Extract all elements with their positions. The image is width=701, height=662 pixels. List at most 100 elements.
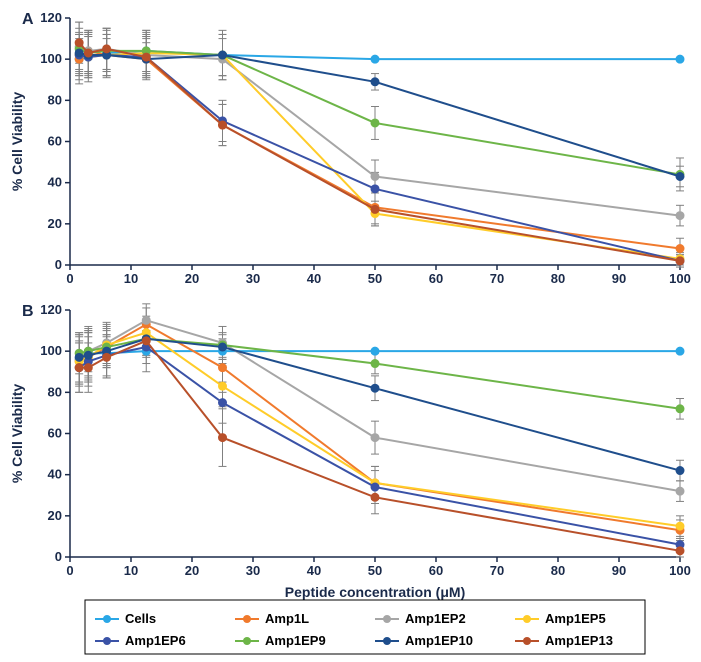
series-marker-Amp1L <box>219 364 227 372</box>
svg-text:50: 50 <box>368 271 382 286</box>
svg-text:20: 20 <box>185 563 199 578</box>
panel-label-B: B <box>22 303 34 320</box>
series-marker-Amp1EP10 <box>75 49 83 57</box>
series-line-Amp1EP10 <box>79 53 680 177</box>
svg-text:70: 70 <box>490 563 504 578</box>
series-marker-Amp1EP13 <box>676 547 684 555</box>
series-marker-Amp1EP13 <box>84 364 92 372</box>
series-marker-Amp1EP10 <box>371 384 379 392</box>
series-marker-Amp1EP5 <box>219 382 227 390</box>
svg-text:120: 120 <box>40 10 62 25</box>
legend-item-Amp1L: Amp1L <box>265 611 309 626</box>
chart-svg: 0204060801001200102030405060708090100% C… <box>0 0 701 662</box>
series-marker-Amp1EP13 <box>371 205 379 213</box>
series-marker-Amp1EP10 <box>219 343 227 351</box>
series-marker-Amp1EP6 <box>371 483 379 491</box>
svg-text:40: 40 <box>48 175 62 190</box>
svg-text:100: 100 <box>40 51 62 66</box>
series-marker-Amp1EP13 <box>371 493 379 501</box>
series-marker-Amp1EP6 <box>371 185 379 193</box>
series-marker-Cells <box>676 347 684 355</box>
svg-text:40: 40 <box>307 271 321 286</box>
svg-text:0: 0 <box>66 563 73 578</box>
series-marker-Amp1EP2 <box>676 487 684 495</box>
series-marker-Amp1EP13 <box>219 434 227 442</box>
svg-text:0: 0 <box>55 549 62 564</box>
svg-text:80: 80 <box>48 92 62 107</box>
svg-text:90: 90 <box>612 563 626 578</box>
y-axis-label: % Cell Viability <box>9 384 25 484</box>
legend-item-Cells: Cells <box>125 611 156 626</box>
series-marker-Amp1EP10 <box>84 351 92 359</box>
svg-text:100: 100 <box>40 343 62 358</box>
series-line-Amp1EP10 <box>79 339 680 471</box>
svg-text:10: 10 <box>124 271 138 286</box>
series-marker-Amp1EP13 <box>142 337 150 345</box>
y-axis-label: % Cell Viability <box>9 92 25 192</box>
series-marker-Amp1L <box>676 245 684 253</box>
series-marker-Amp1EP13 <box>84 49 92 57</box>
svg-text:30: 30 <box>246 563 260 578</box>
svg-text:50: 50 <box>368 563 382 578</box>
series-marker-Cells <box>371 55 379 63</box>
svg-text:40: 40 <box>307 563 321 578</box>
svg-text:10: 10 <box>124 563 138 578</box>
series-marker-Amp1EP10 <box>676 467 684 475</box>
series-marker-Amp1EP10 <box>219 51 227 59</box>
series-line-Amp1L <box>79 324 680 530</box>
series-marker-Amp1EP5 <box>676 522 684 530</box>
svg-text:80: 80 <box>551 271 565 286</box>
svg-text:60: 60 <box>48 426 62 441</box>
legend-item-Amp1EP13: Amp1EP13 <box>545 633 613 648</box>
series-marker-Amp1EP9 <box>676 405 684 413</box>
legend-item-Amp1EP9: Amp1EP9 <box>265 633 326 648</box>
series-marker-Amp1EP6 <box>219 399 227 407</box>
series-marker-Cells <box>676 55 684 63</box>
svg-text:100: 100 <box>669 563 691 578</box>
svg-text:90: 90 <box>612 271 626 286</box>
svg-text:0: 0 <box>55 257 62 272</box>
svg-text:100: 100 <box>669 271 691 286</box>
svg-text:60: 60 <box>429 271 443 286</box>
svg-text:20: 20 <box>48 508 62 523</box>
svg-text:60: 60 <box>48 134 62 149</box>
legend-item-Amp1EP2: Amp1EP2 <box>405 611 466 626</box>
series-marker-Amp1EP13 <box>103 45 111 53</box>
series-marker-Amp1EP2 <box>371 172 379 180</box>
series-marker-Amp1EP10 <box>676 172 684 180</box>
series-marker-Cells <box>371 347 379 355</box>
panel-label-A: A <box>22 11 34 28</box>
legend: Cells Amp1L Amp1EP2 Amp1EP5 Amp1EP6 Amp1EP9 Am… <box>85 600 645 654</box>
svg-text:80: 80 <box>48 384 62 399</box>
series-marker-Amp1EP13 <box>103 353 111 361</box>
svg-text:30: 30 <box>246 271 260 286</box>
series-line-Amp1L <box>79 51 680 249</box>
legend-item-Amp1EP5: Amp1EP5 <box>545 611 606 626</box>
series-marker-Amp1EP2 <box>676 212 684 220</box>
series-marker-Amp1EP13 <box>142 53 150 61</box>
series-line-Amp1EP9 <box>79 49 680 175</box>
figure: 0204060801001200102030405060708090100% C… <box>0 0 701 662</box>
series-marker-Amp1EP13 <box>75 39 83 47</box>
svg-text:60: 60 <box>429 563 443 578</box>
legend-item-Amp1EP6: Amp1EP6 <box>125 633 186 648</box>
series-marker-Amp1EP9 <box>371 360 379 368</box>
svg-text:40: 40 <box>48 467 62 482</box>
svg-text:120: 120 <box>40 302 62 317</box>
series-marker-Amp1EP2 <box>142 316 150 324</box>
series-line-Amp1EP6 <box>79 55 680 261</box>
series-line-Amp1EP2 <box>79 320 680 491</box>
series-marker-Amp1EP10 <box>371 78 379 86</box>
svg-text:0: 0 <box>66 271 73 286</box>
svg-text:20: 20 <box>185 271 199 286</box>
svg-text:20: 20 <box>48 216 62 231</box>
x-axis-label: Peptide concentration (μM) <box>285 584 465 600</box>
series-marker-Amp1EP13 <box>676 257 684 265</box>
series-marker-Amp1EP9 <box>371 119 379 127</box>
series-marker-Amp1EP13 <box>75 364 83 372</box>
series-marker-Amp1EP10 <box>75 353 83 361</box>
series-marker-Amp1EP13 <box>219 121 227 129</box>
legend-item-Amp1EP10: Amp1EP10 <box>405 633 473 648</box>
series-marker-Amp1EP2 <box>371 434 379 442</box>
svg-text:80: 80 <box>551 563 565 578</box>
